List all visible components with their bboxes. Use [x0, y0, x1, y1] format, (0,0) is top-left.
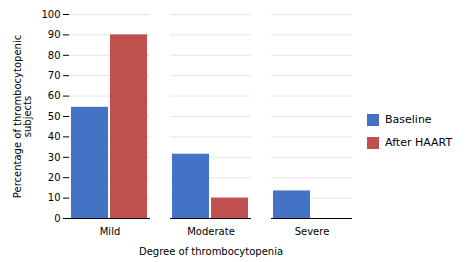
svg-text:20: 20 — [48, 172, 61, 183]
svg-text:Percentage of thrombocytopenic: Percentage of thrombocytopenicsubjects — [12, 35, 33, 198]
svg-text:80: 80 — [48, 50, 61, 61]
html-text:Baseline: Baseline — [385, 113, 432, 126]
svg-text:40: 40 — [48, 131, 61, 142]
svg-text:Degree of thrombocytopenia: Degree of thrombocytopenia — [139, 246, 283, 257]
svg-text:0: 0 — [54, 213, 60, 224]
svg-text:Severe: Severe — [295, 226, 330, 237]
svg-text:60: 60 — [48, 90, 61, 101]
svg-text:10: 10 — [48, 192, 61, 203]
html-text:After HAART: After HAART — [385, 136, 453, 149]
svg-text:Moderate: Moderate — [187, 226, 235, 237]
svg-text:50: 50 — [48, 111, 61, 122]
svg-text:70: 70 — [48, 70, 61, 81]
svg-text:Mild: Mild — [100, 226, 121, 237]
svg-text:90: 90 — [48, 29, 61, 40]
svg-text:30: 30 — [48, 152, 61, 163]
svg-text:100: 100 — [41, 9, 60, 20]
